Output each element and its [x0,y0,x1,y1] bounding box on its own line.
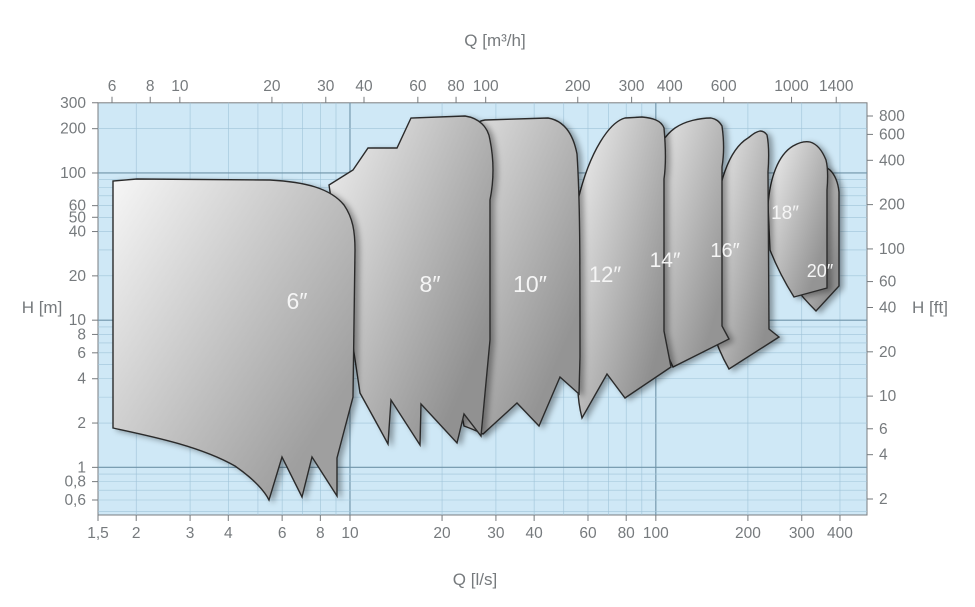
svg-text:6: 6 [108,78,117,95]
svg-text:100: 100 [643,525,669,542]
svg-text:30: 30 [487,525,505,542]
svg-text:16″: 16″ [710,240,739,262]
svg-text:300: 300 [60,95,86,112]
svg-text:Q [m³/h]: Q [m³/h] [464,31,525,50]
svg-text:40: 40 [355,78,373,95]
svg-text:800: 800 [879,108,905,125]
svg-text:80: 80 [618,525,636,542]
svg-text:8: 8 [316,525,325,542]
svg-text:200: 200 [735,525,761,542]
svg-text:H [m]: H [m] [22,298,63,317]
svg-text:8: 8 [146,78,155,95]
svg-text:2: 2 [132,525,141,542]
svg-text:200: 200 [565,78,591,95]
svg-text:10: 10 [69,312,87,329]
svg-text:6: 6 [77,345,86,362]
svg-text:40: 40 [879,300,897,317]
svg-text:2: 2 [879,491,888,508]
svg-text:Q [l/s]: Q [l/s] [453,570,497,589]
svg-text:60: 60 [69,198,87,215]
svg-text:100: 100 [879,241,905,258]
svg-text:400: 400 [879,152,905,169]
svg-text:20: 20 [879,344,897,361]
svg-text:60: 60 [409,78,427,95]
svg-text:600: 600 [879,126,905,143]
svg-text:14″: 14″ [650,249,681,272]
svg-text:10″: 10″ [513,271,547,297]
svg-text:400: 400 [827,525,853,542]
svg-text:1000: 1000 [774,78,809,95]
svg-text:20: 20 [69,268,87,285]
svg-text:200: 200 [60,121,86,138]
svg-text:100: 100 [473,78,499,95]
svg-text:20: 20 [263,78,281,95]
svg-text:1,5: 1,5 [87,525,109,542]
svg-text:200: 200 [879,197,905,214]
svg-text:6: 6 [278,525,287,542]
svg-text:6″: 6″ [287,288,308,314]
svg-text:100: 100 [60,165,86,182]
svg-text:3: 3 [186,525,195,542]
svg-text:60: 60 [879,274,897,291]
svg-text:10: 10 [171,78,189,95]
svg-text:4: 4 [879,447,888,464]
svg-text:10: 10 [341,525,359,542]
svg-text:H [ft]: H [ft] [912,298,948,317]
svg-text:6: 6 [879,421,888,438]
svg-text:400: 400 [657,78,683,95]
svg-text:4: 4 [77,371,86,388]
svg-text:60: 60 [579,525,597,542]
svg-text:600: 600 [711,78,737,95]
svg-text:4: 4 [224,525,233,542]
svg-text:30: 30 [317,78,335,95]
svg-text:20: 20 [433,525,451,542]
svg-text:300: 300 [789,525,815,542]
svg-text:2: 2 [77,415,86,432]
svg-text:80: 80 [447,78,465,95]
svg-text:40: 40 [526,525,544,542]
svg-text:18″: 18″ [771,203,799,224]
svg-text:300: 300 [619,78,645,95]
svg-text:1: 1 [77,459,86,476]
svg-text:12″: 12″ [589,262,621,287]
svg-text:8″: 8″ [420,271,441,297]
svg-text:0,6: 0,6 [64,492,86,509]
svg-text:1400: 1400 [819,78,854,95]
svg-text:20″: 20″ [807,261,834,281]
svg-text:10: 10 [879,388,897,405]
